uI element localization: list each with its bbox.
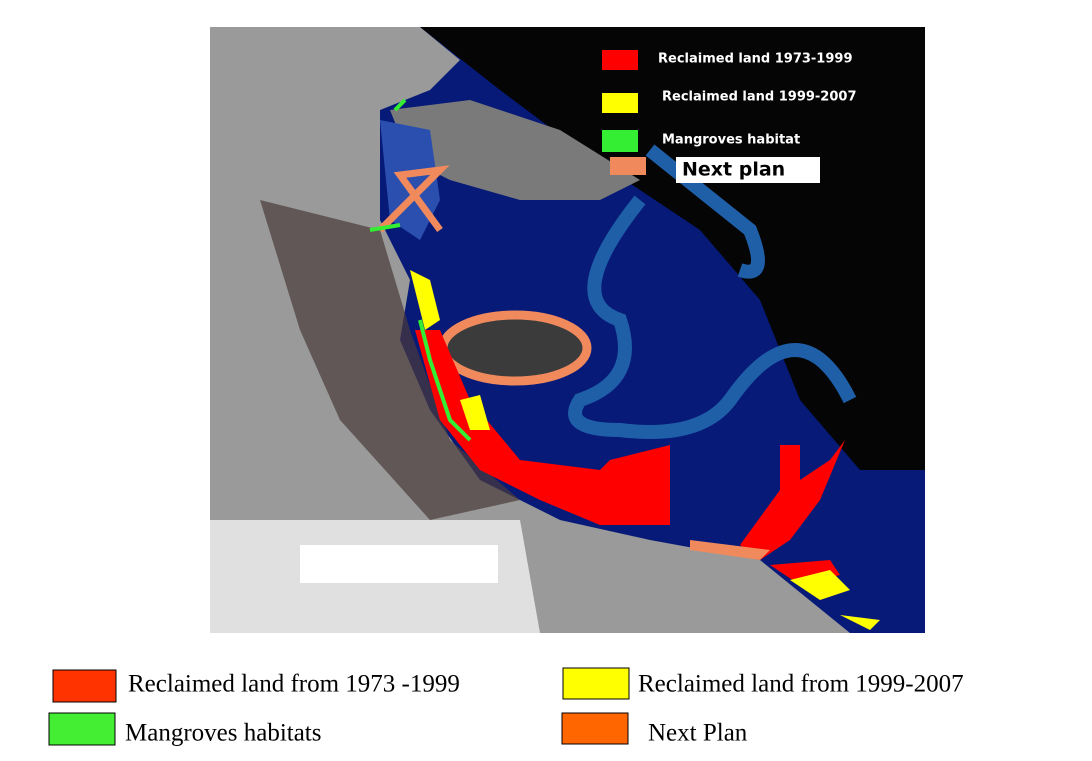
open-water <box>420 27 925 470</box>
legend-label: Mangroves habitat <box>662 133 800 148</box>
legend-label: Next plan <box>682 159 785 181</box>
reclaimed-1999-2007 <box>460 395 490 430</box>
legend-label: Reclaimed land from 1999-2007 <box>638 671 964 698</box>
reclaimed-1999-2007 <box>410 270 440 330</box>
island <box>438 310 592 386</box>
legend-label: Mangroves habitats <box>125 720 321 747</box>
urban-area <box>260 200 520 520</box>
next-plan-coast <box>690 540 770 560</box>
legend-swatch <box>52 669 117 703</box>
figure-legend: Reclaimed land from 1973 -1999 Reclaimed… <box>48 667 964 747</box>
reclaimed-1999-2007 <box>790 570 880 630</box>
map <box>210 27 925 633</box>
legend-swatch <box>562 667 630 700</box>
legend-swatch <box>561 712 629 745</box>
peninsula <box>390 100 640 200</box>
map-legend: Reclaimed land 1973-1999 Reclaimed land … <box>602 50 857 183</box>
legend-swatch <box>48 712 116 746</box>
legend-label: Next Plan <box>648 720 748 747</box>
legend-label: Reclaimed land from 1973 -1999 <box>128 671 460 698</box>
label-box <box>676 157 820 183</box>
legend-swatch <box>610 157 646 175</box>
land <box>210 27 850 633</box>
legend-swatch <box>602 130 638 152</box>
next-plan-coast <box>377 165 450 233</box>
legend-label: Reclaimed land 1973-1999 <box>658 52 853 67</box>
reclaimed-1973-1999 <box>740 440 845 560</box>
reclaimed-1973-1999 <box>415 330 670 525</box>
legend-swatch <box>602 50 638 70</box>
legend-label: Reclaimed land 1999-2007 <box>662 90 857 105</box>
legend-swatch <box>602 93 638 113</box>
blank-area <box>300 545 498 583</box>
mangroves <box>369 98 472 442</box>
